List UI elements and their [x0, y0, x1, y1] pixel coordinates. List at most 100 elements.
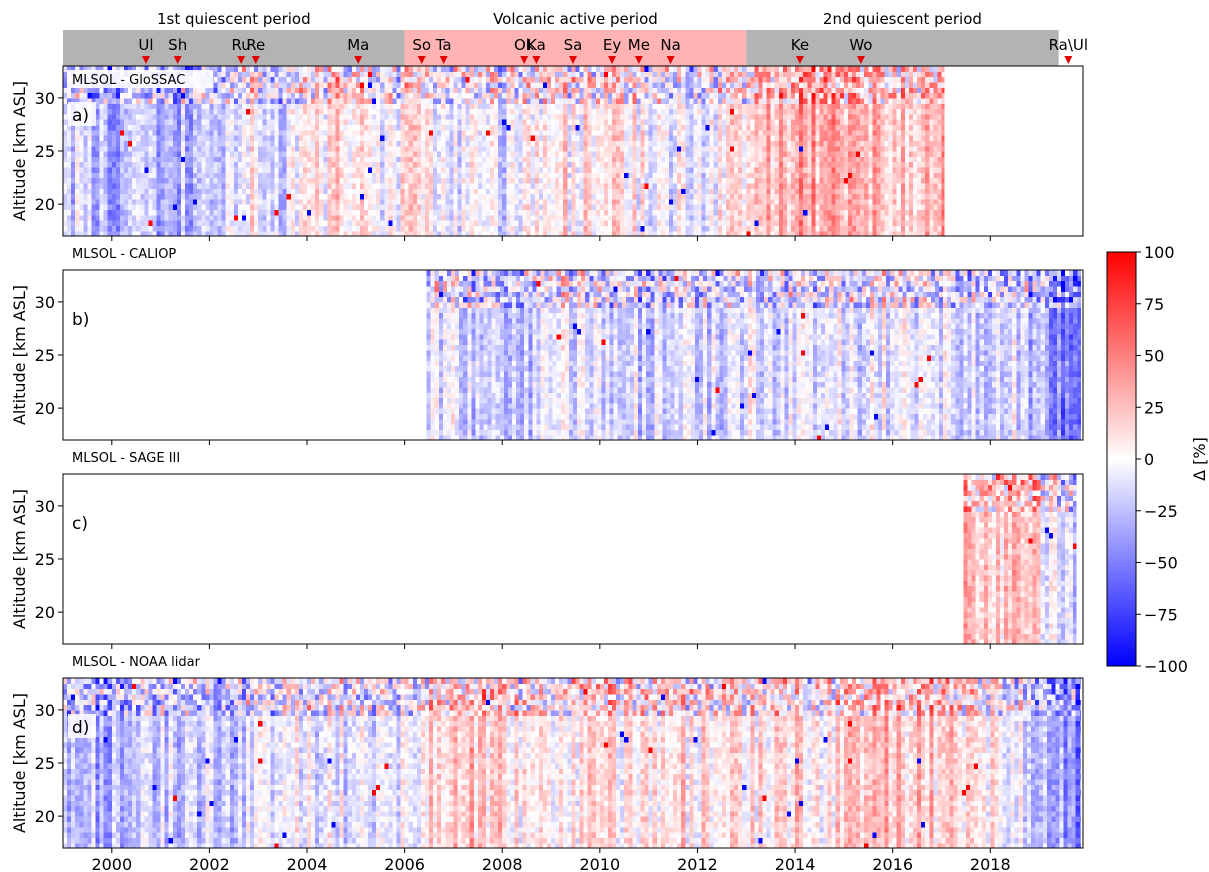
heatmap-cell [339, 166, 345, 173]
heatmap-cell [71, 129, 76, 136]
heatmap-cell [254, 124, 259, 131]
heatmap-cell [144, 140, 150, 147]
heatmap-cell [591, 87, 597, 94]
heatmap-cell [95, 103, 101, 110]
heatmap-cell [388, 76, 394, 83]
heatmap-cell [648, 198, 654, 205]
heatmap-cell [534, 71, 540, 78]
heatmap-cell [400, 214, 406, 221]
heatmap-cell [510, 151, 516, 157]
heatmap-cell [87, 145, 93, 152]
heatmap-cell [388, 204, 394, 211]
heatmap-cell [302, 193, 308, 200]
heatmap-cell [225, 66, 231, 72]
heatmap-cell [616, 188, 621, 195]
heatmap-cell [115, 135, 121, 141]
heatmap-cell [217, 76, 223, 83]
heatmap-cell [542, 66, 548, 72]
heatmap-cell [384, 103, 389, 110]
heatmap-cell [225, 182, 231, 189]
heatmap-cell [119, 145, 125, 152]
heatmap-cell [128, 198, 133, 205]
heatmap-cell [213, 204, 219, 211]
heatmap-cell [437, 66, 442, 72]
heatmap-cell [152, 198, 158, 205]
heatmap-cell [579, 76, 585, 83]
heatmap-cell [380, 103, 385, 110]
heatmap-cell [412, 66, 418, 72]
heatmap-cell [201, 182, 206, 189]
heatmap-cell [636, 119, 642, 126]
heatmap-cell [95, 135, 101, 141]
heatmap-cell [388, 188, 394, 195]
heatmap-cell [335, 193, 341, 200]
heatmap-cell [339, 156, 345, 163]
heatmap-cell [522, 156, 528, 163]
heatmap-cell [213, 209, 219, 216]
heatmap-cell [111, 151, 117, 157]
heatmap-cell [498, 230, 503, 237]
heatmap-cell [119, 103, 125, 110]
heatmap-cell [286, 119, 292, 126]
heatmap-cell [136, 151, 141, 157]
heatmap-cell [107, 97, 113, 104]
heatmap-cell [209, 188, 215, 195]
heatmap-cell [307, 124, 312, 131]
heatmap-cell [185, 124, 190, 131]
heatmap-cell [563, 97, 568, 104]
heatmap-cell [656, 135, 662, 141]
heatmap-cell [677, 230, 682, 237]
heatmap-cell [620, 81, 625, 88]
period-label: Volcanic active period [493, 10, 658, 28]
heatmap-cell [404, 161, 410, 168]
heatmap-cell [124, 220, 129, 226]
heatmap-cell [217, 119, 223, 126]
heatmap-cell [262, 151, 267, 157]
heatmap-cell [473, 198, 479, 205]
heatmap-cell [437, 151, 442, 157]
heatmap-cell [103, 230, 109, 237]
heatmap-cell [278, 71, 284, 78]
heatmap-cell [152, 182, 158, 189]
heatmap-cell [485, 193, 491, 200]
heatmap-cell [449, 198, 455, 205]
heatmap-cell [136, 113, 141, 120]
heatmap-cell [221, 182, 227, 189]
heatmap-cell [91, 172, 97, 179]
heatmap-cell [164, 172, 170, 179]
heatmap-cell [168, 124, 174, 131]
heatmap-cell [290, 108, 296, 115]
heatmap-cell [63, 182, 68, 189]
heatmap-cell [278, 66, 284, 72]
heatmap-cell [172, 225, 178, 232]
heatmap-cell [477, 92, 483, 99]
heatmap-cell [327, 71, 333, 78]
heatmap-cell [201, 66, 206, 72]
heatmap-cell [477, 71, 483, 78]
heatmap-cell [286, 193, 292, 200]
heatmap-cell [262, 204, 267, 211]
heatmap-cell [449, 113, 455, 120]
heatmap-cell [87, 230, 93, 237]
heatmap-cell [246, 87, 251, 94]
heatmap-cell [311, 87, 316, 94]
heatmap-cell [160, 172, 166, 179]
heatmap-cell [445, 188, 450, 195]
heatmap-cell [262, 92, 267, 99]
heatmap-cell [339, 161, 345, 168]
heatmap-cell [522, 220, 528, 226]
heatmap-cell [111, 198, 117, 205]
heatmap-cell [652, 156, 658, 163]
heatmap-cell [510, 230, 516, 237]
heatmap-cell [368, 156, 373, 163]
heatmap-cell [616, 225, 621, 232]
heatmap-cell [274, 108, 280, 115]
heatmap-cell [384, 87, 389, 94]
heatmap-cell [246, 161, 251, 168]
heatmap-cell [185, 108, 190, 115]
heatmap-cell [388, 108, 394, 115]
heatmap-cell [685, 188, 690, 195]
heatmap-cell [241, 119, 247, 126]
heatmap-cell [266, 198, 272, 205]
heatmap-cell [327, 124, 333, 131]
